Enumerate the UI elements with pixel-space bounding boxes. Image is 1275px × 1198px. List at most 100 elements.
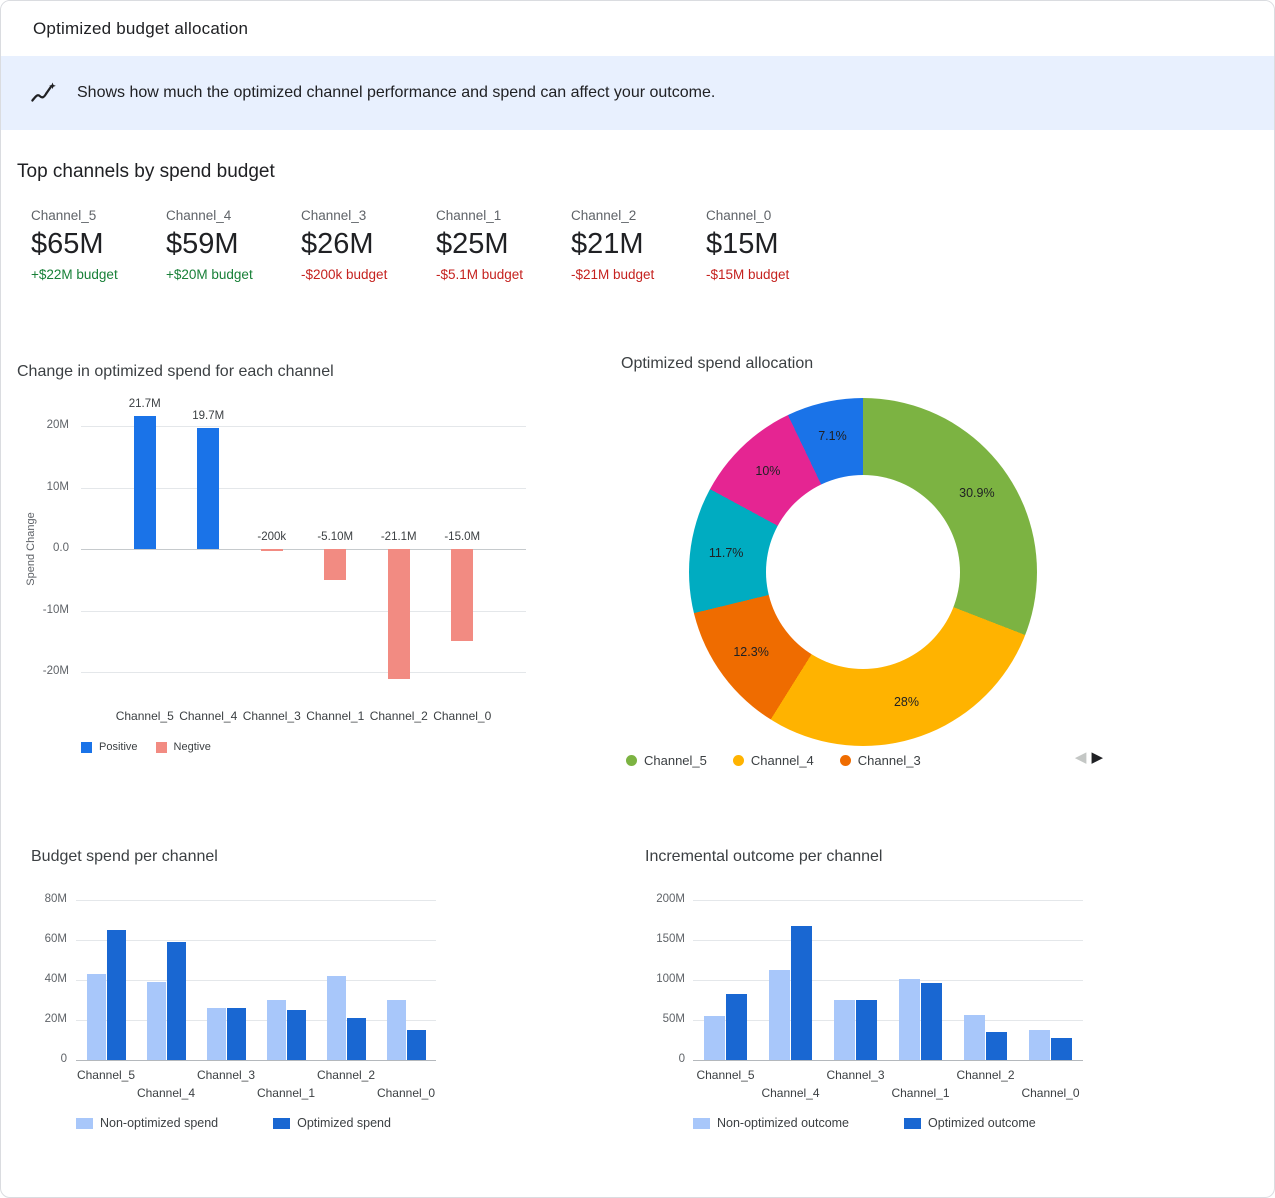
bar	[834, 1000, 855, 1060]
legend-label: Channel_4	[750, 753, 814, 768]
gridline	[76, 980, 436, 981]
bar	[986, 1032, 1007, 1060]
channel-value: $21M	[571, 228, 644, 260]
x-tick-label: Channel_3	[242, 709, 301, 723]
bar	[346, 1018, 366, 1060]
channel-delta: -$21M budget	[571, 267, 655, 282]
channel-name: Channel_2	[571, 208, 637, 223]
bar	[146, 982, 166, 1060]
gridline	[693, 980, 1083, 981]
gridline	[76, 940, 436, 941]
legend-dot	[732, 755, 744, 766]
gridline	[81, 426, 526, 427]
legend-swatch	[81, 741, 92, 753]
chart-title: Optimized spend allocation	[621, 355, 814, 372]
x-tick-label: Channel_5	[115, 709, 174, 723]
gridline	[81, 610, 526, 612]
bar-value-label: -15.0M	[444, 531, 481, 543]
legend-label: Channel_5	[644, 753, 707, 768]
bar	[326, 976, 346, 1060]
chart-title: Change in optimized spend for each chann…	[17, 363, 334, 380]
gridline	[81, 487, 526, 489]
bar	[964, 1015, 985, 1060]
budget-spend-plot: 0 20M 40M 60M 80M Channel_5 Channel_4 Channel_3…	[31, 844, 486, 1149]
legend-dot	[626, 755, 637, 766]
legend-label: Positive	[99, 741, 138, 753]
y-tick-label: 50M	[662, 1013, 685, 1025]
channel-value: $15M	[706, 228, 779, 260]
bar	[704, 1016, 725, 1060]
bar	[260, 549, 283, 551]
top-channels-row: Channel_5 $65M +$22M budget Channel_4 $59M +$…	[31, 208, 841, 282]
gridline	[693, 1020, 1083, 1021]
y-tick-label: 10M	[46, 480, 69, 493]
x-tick-label: Channel_5	[76, 1068, 136, 1082]
bar	[1051, 1038, 1072, 1060]
pie-prev-icon[interactable]: ◀	[1074, 749, 1087, 766]
x-tick-label: Channel_2	[316, 1068, 376, 1082]
channel-name: Channel_4	[166, 208, 232, 223]
pie-next-icon[interactable]: ▶	[1091, 749, 1103, 766]
pie-legend: Channel_5 Channel_4 Channel_3	[626, 753, 921, 768]
legend-dot	[839, 755, 851, 766]
budget-spend-chart: Budget spend per channel 0 20M 40M 60M 80M Ch…	[31, 844, 486, 1149]
legend-label: Non-optimized spend	[100, 1116, 219, 1130]
channel-delta: +$20M budget	[166, 267, 253, 282]
x-tick-label: Channel_4	[179, 709, 238, 723]
legend-label: Negtive	[173, 741, 211, 753]
gridline	[81, 672, 526, 673]
chart-legend: Non-optimized spend Optimized spend	[76, 1116, 391, 1130]
y-tick-label: -10M	[42, 603, 69, 616]
bar-value-label: 21.7M	[128, 397, 161, 410]
legend-item: Positive	[81, 741, 138, 753]
gridline	[81, 549, 526, 550]
bar	[106, 930, 126, 1060]
x-tick-label: Channel_2	[369, 709, 428, 723]
chart-title: Budget spend per channel	[31, 848, 218, 865]
y-tick-label: 80M	[44, 893, 67, 905]
spend-change-plot: Spend Change 20M 10M 0.0 -10M -20M 21.7M 19.7M -…	[17, 361, 562, 766]
channel-name: Channel_0	[706, 208, 772, 223]
channel-name: Channel_3	[301, 208, 367, 223]
y-tick-label: 20M	[46, 419, 69, 431]
legend-label: Non-optimized outcome	[717, 1116, 850, 1130]
legend-item: Negtive	[155, 741, 211, 753]
legend-item: Channel_5	[626, 753, 707, 768]
legend-item: Channel_3	[839, 753, 921, 768]
donut-chart: 30.9% 28% 12.3% 11.7% 10% 7.1%	[689, 398, 1037, 746]
bar	[406, 1030, 426, 1060]
pie-slice-label: 12.3%	[733, 644, 769, 659]
bar	[856, 1000, 877, 1060]
pie-slice-label: 28%	[893, 694, 919, 709]
card-header: Optimized budget allocation	[1, 1, 1274, 56]
y-tick-label: 20M	[44, 1013, 67, 1025]
legend-item: Optimized outcome	[904, 1116, 1036, 1130]
bar	[386, 1000, 406, 1060]
banner-text: Shows how much the optimized channel per…	[77, 84, 716, 101]
spend-change-chart: Change in optimized spend for each chann…	[17, 361, 562, 766]
channel-delta: -$5.1M budget	[436, 267, 524, 282]
top-channels-heading: Top channels by spend budget	[17, 161, 275, 182]
donut-hole	[766, 475, 960, 669]
gridline	[76, 1060, 436, 1061]
y-tick-label: 100M	[656, 973, 685, 985]
bar	[166, 942, 186, 1060]
gridline	[76, 900, 436, 901]
x-tick-label: Channel_0	[433, 709, 492, 723]
legend-item: Non-optimized outcome	[693, 1116, 849, 1130]
y-tick-label: 0	[678, 1053, 685, 1065]
bar	[324, 549, 347, 581]
info-banner: Shows how much the optimized channel per…	[1, 56, 1274, 130]
y-tick-label: -20M	[42, 665, 69, 677]
channel-name: Channel_5	[31, 208, 97, 223]
bar	[726, 994, 747, 1060]
channel-metric: Channel_4 $59M +$20M budget	[166, 208, 301, 282]
bar	[86, 974, 106, 1060]
legend-item: Non-optimized spend	[76, 1116, 218, 1130]
x-tick-label: Channel_4	[761, 1086, 820, 1100]
gridline	[693, 1060, 1083, 1061]
legend-label: Channel_3	[857, 753, 921, 768]
channel-metric: Channel_0 $15M -$15M budget	[706, 208, 841, 282]
bar	[791, 926, 812, 1060]
channel-value: $25M	[436, 228, 509, 260]
